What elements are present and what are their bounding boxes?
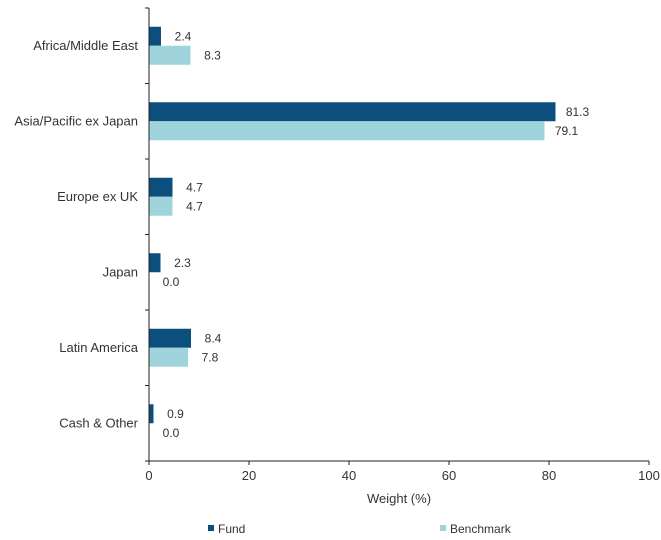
x-ticks: 0 20 40 60 80 100 (145, 7, 660, 483)
data-label: 2.3 (174, 256, 191, 270)
data-label: 81.3 (566, 105, 590, 119)
category-label: Cash & Other (59, 415, 138, 430)
legend: Fund Benchmark (208, 522, 512, 536)
data-label: 0.0 (163, 275, 180, 289)
data-label: 2.4 (175, 29, 192, 43)
data-label: 8.3 (204, 48, 221, 62)
data-label: 4.7 (186, 180, 203, 194)
category-labels: Africa/Middle East Asia/Pacific ex Japan E… (14, 38, 138, 431)
data-label: 0.0 (163, 426, 180, 440)
x-tick-label: 100 (638, 468, 660, 483)
x-tick-label: 60 (442, 468, 456, 483)
data-label: 8.4 (205, 331, 222, 345)
data-label: 4.7 (186, 199, 203, 213)
data-label: 0.9 (167, 407, 184, 421)
category-label: Latin America (59, 340, 139, 355)
bar-benchmark (149, 347, 188, 367)
legend-label-benchmark: Benchmark (450, 522, 512, 536)
x-tick-label: 20 (242, 468, 256, 483)
category-label: Africa/Middle East (33, 38, 138, 53)
bar-benchmark (149, 196, 173, 216)
category-label: Asia/Pacific ex Japan (14, 113, 138, 128)
legend-swatch-benchmark (440, 525, 446, 531)
bar-fund (149, 328, 191, 348)
data-label: 79.1 (555, 124, 579, 138)
bar-benchmark (149, 121, 545, 141)
x-tick-label: 0 (145, 468, 152, 483)
x-axis-title: Weight (%) (367, 491, 431, 506)
bar-fund (149, 253, 161, 273)
bar-fund (149, 404, 154, 424)
x-tick-label: 80 (542, 468, 556, 483)
category-label: Japan (103, 264, 138, 279)
data-labels: 2.4 8.3 81.3 79.1 4.7 4.7 2.3 0.0 8.4 7.8 0.9 0.0 (163, 29, 590, 440)
legend-swatch-fund (208, 525, 214, 531)
x-tick-label: 40 (342, 468, 356, 483)
category-label: Europe ex UK (57, 189, 138, 204)
bars (149, 26, 556, 424)
data-label: 7.8 (202, 350, 219, 364)
bar-fund (149, 102, 556, 122)
bar-benchmark (149, 45, 191, 65)
bar-fund (149, 26, 161, 46)
legend-label-fund: Fund (218, 522, 245, 536)
bar-fund (149, 177, 173, 197)
